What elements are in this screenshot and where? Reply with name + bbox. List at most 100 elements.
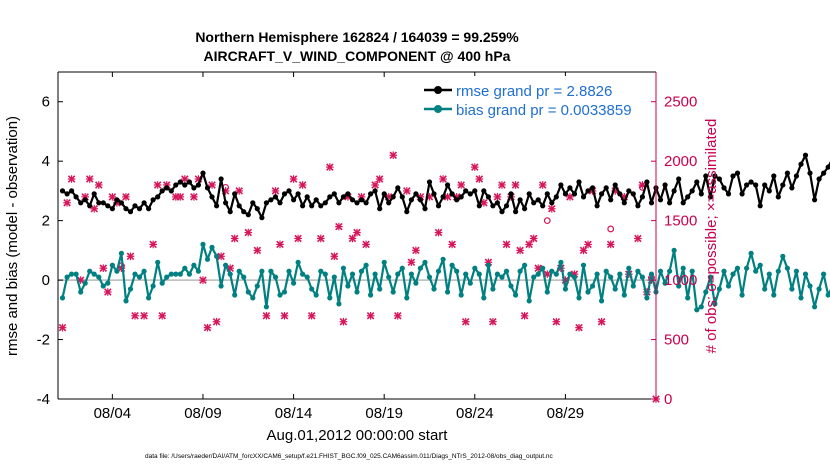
- rmse-point: [381, 191, 387, 197]
- rmse-point: [155, 194, 161, 200]
- legend-bias: bias grand pr = 0.0033859: [424, 102, 632, 119]
- legend-rmse-marker: [434, 86, 442, 94]
- bias-point: [164, 274, 170, 280]
- obs-assimilated-point: [393, 311, 402, 320]
- bias-point: [680, 265, 686, 271]
- bias-point: [218, 283, 224, 289]
- y2-tick-label: 0: [664, 391, 672, 408]
- rmse-point: [399, 194, 405, 200]
- rmse-point: [313, 197, 319, 203]
- bias-point: [499, 274, 505, 280]
- obs-assimilated-point: [131, 311, 139, 320]
- obs-assimilated-point: [403, 187, 411, 195]
- bias-point: [263, 304, 269, 310]
- rmse-point: [526, 191, 532, 197]
- rmse-point: [590, 185, 596, 191]
- bias-point: [626, 265, 632, 271]
- rmse-point: [639, 194, 646, 200]
- bias-point: [354, 289, 360, 295]
- rmse-point: [118, 200, 124, 206]
- bias-point: [657, 268, 664, 274]
- obs-assimilated-point: [575, 323, 583, 332]
- rmse-point: [621, 200, 627, 206]
- bias-point: [490, 286, 496, 292]
- bias-point: [272, 274, 279, 280]
- rmse-point: [594, 203, 600, 209]
- rmse-point: [331, 191, 337, 197]
- rmse-point: [191, 185, 197, 191]
- bias-point: [757, 262, 763, 268]
- obs-assimilated-point: [339, 317, 348, 326]
- rmse-point: [295, 191, 301, 197]
- bias-point: [186, 271, 192, 277]
- bias-point: [821, 271, 827, 277]
- rmse-point: [599, 191, 605, 197]
- rmse-point: [617, 191, 623, 197]
- bias-point: [340, 265, 346, 271]
- bias-point: [422, 259, 428, 265]
- rmse-point: [349, 197, 356, 203]
- obs-assimilated-point: [271, 187, 280, 195]
- rmse-point: [445, 182, 451, 188]
- rmse-point: [748, 179, 754, 185]
- rmse-point: [241, 209, 247, 215]
- obs-assimilated-point: [176, 193, 185, 201]
- rmse-point: [64, 191, 70, 197]
- bias-point: [481, 295, 487, 301]
- rmse-point: [789, 185, 795, 191]
- obs-assimilated-point: [316, 234, 325, 243]
- bias-point: [513, 292, 519, 298]
- bias-point: [96, 274, 102, 280]
- rmse-point: [449, 191, 455, 197]
- bias-point: [426, 274, 433, 280]
- obs-assimilated-point: [412, 246, 420, 255]
- bias-point: [435, 268, 442, 274]
- bias-point: [345, 283, 351, 289]
- obs-assimilated-point: [230, 234, 239, 243]
- chart-subtitle: AIRCRAFT_V_WIND_COMPONENT @ 400 hPa: [204, 48, 511, 64]
- bias-point: [155, 259, 161, 265]
- bias-point: [744, 265, 750, 271]
- rmse-point: [490, 203, 496, 209]
- rmse-point: [127, 209, 134, 215]
- rmse-point: [277, 200, 283, 206]
- rmse-point: [716, 176, 723, 182]
- rmse-point: [327, 194, 333, 200]
- bias-point: [522, 262, 528, 268]
- bias-point: [445, 289, 451, 295]
- plot-frame: [57, 71, 657, 400]
- rmse-point: [263, 200, 269, 206]
- rmse-point: [218, 176, 224, 182]
- bias-point: [59, 295, 66, 301]
- bias-point: [648, 271, 655, 277]
- y2-axis-label: # of obs: o=possible; ×=assimilated: [703, 119, 720, 354]
- rmse-point: [177, 179, 183, 185]
- bias-point: [467, 280, 473, 286]
- rmse-point: [82, 197, 88, 203]
- bias-point: [621, 292, 627, 298]
- rmse-point: [757, 203, 763, 209]
- y2-tick-label: 2000: [664, 153, 697, 170]
- obs-assimilated-point: [439, 175, 447, 183]
- rmse-point: [318, 203, 324, 209]
- bias-point: [458, 292, 464, 298]
- bias-point: [694, 307, 700, 313]
- bias-point: [463, 271, 469, 277]
- bias-point: [585, 289, 591, 295]
- bias-point: [503, 268, 510, 274]
- bias-point: [816, 286, 822, 292]
- rmse-point: [580, 194, 587, 200]
- obs-assimilated-point: [253, 246, 262, 255]
- rmse-point: [114, 197, 120, 203]
- bias-point: [739, 292, 745, 298]
- obs-assimilated-point: [489, 317, 497, 326]
- bias-point: [440, 256, 446, 262]
- bias-point: [562, 286, 569, 292]
- rmse-point: [472, 188, 478, 194]
- bias-point: [635, 268, 641, 274]
- bias-point: [349, 271, 356, 277]
- rmse-point: [377, 206, 383, 212]
- bias-point: [309, 286, 315, 292]
- rmse-point: [821, 170, 827, 176]
- rmse-point: [522, 206, 528, 212]
